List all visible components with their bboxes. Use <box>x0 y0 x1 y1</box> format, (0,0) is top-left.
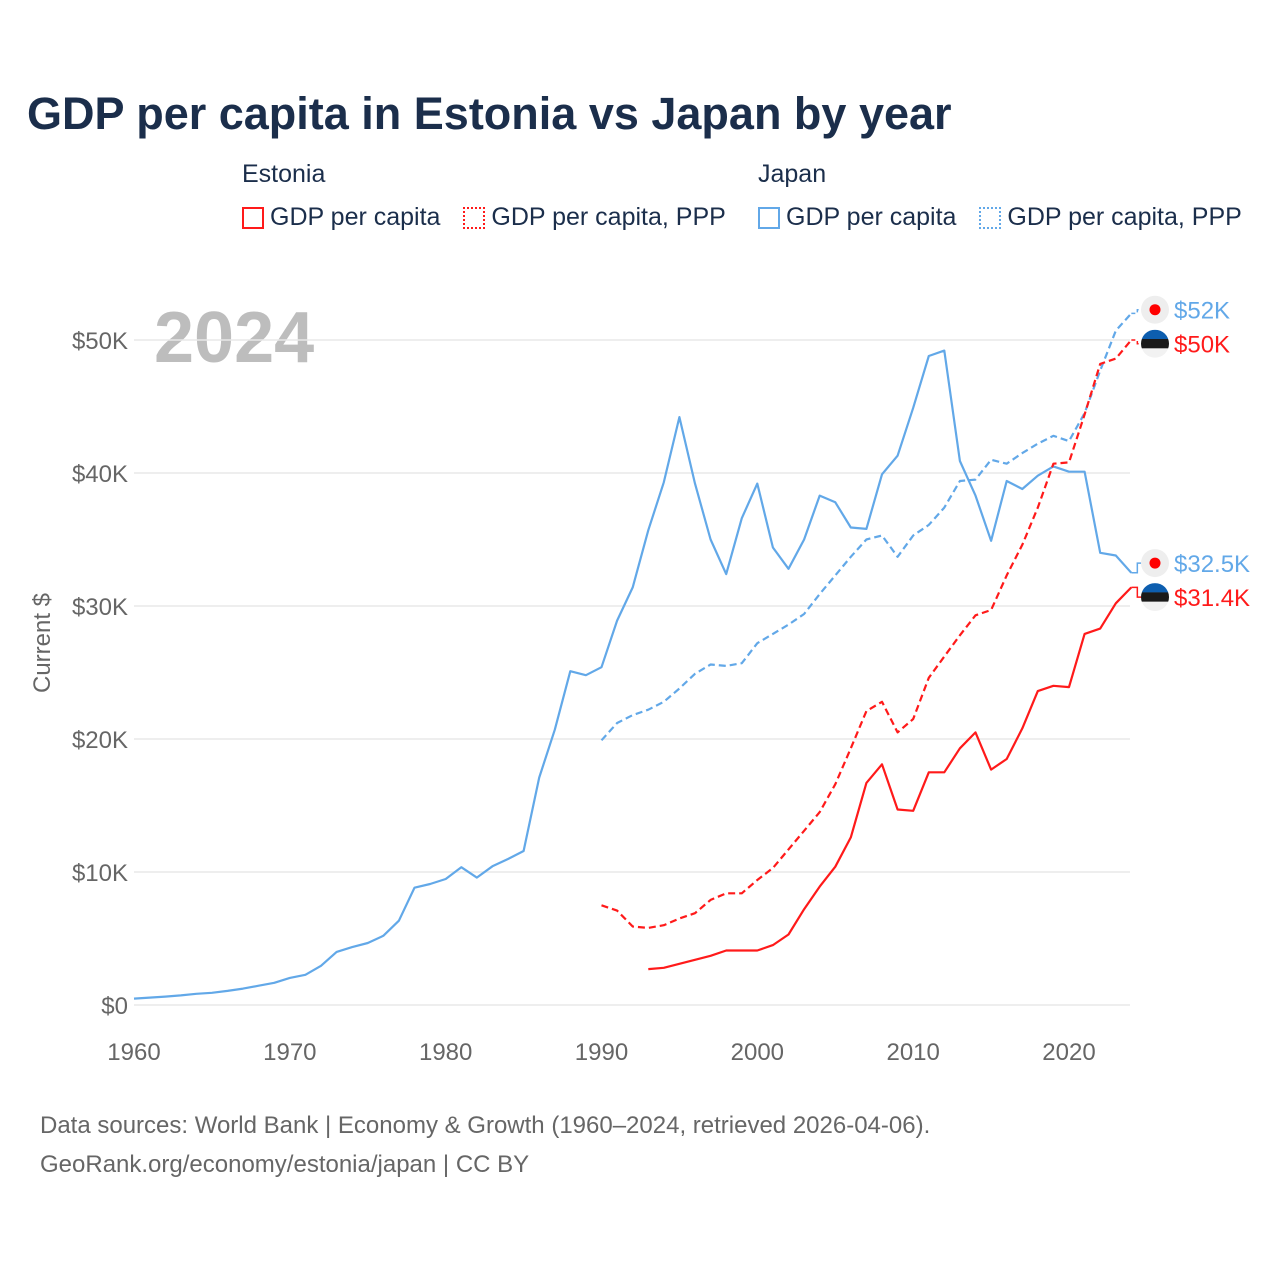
attribution-link[interactable]: GeoRank.org/economy/estonia/japan | CC B… <box>40 1151 530 1178</box>
legend-group-label: Estonia <box>242 160 326 188</box>
x-tick-label: 1980 <box>419 1039 472 1066</box>
series-line-estonia-gdp-per-capita-ppp <box>601 339 1133 930</box>
solid-swatch-icon <box>758 206 780 229</box>
series-line-estonia-gdp-per-capita <box>648 586 1133 971</box>
dotted-swatch-icon <box>463 206 486 229</box>
legend-item-japan-ppp[interactable]: GDP per capita, PPP <box>979 203 1242 232</box>
solid-swatch-icon <box>242 206 264 229</box>
estonia-flag-icon <box>1141 583 1169 612</box>
y-tick-label: $30K <box>72 594 128 621</box>
flag-stripe <box>1141 339 1169 349</box>
end-value-label: $52K <box>1174 298 1230 325</box>
japan-flag-dot <box>1149 557 1161 569</box>
legend-item-japan-gdp[interactable]: GDP per capita <box>758 203 956 232</box>
legend-label: GDP per capita <box>270 203 441 231</box>
end-connector <box>1131 308 1141 315</box>
y-tick-label: $40K <box>72 461 128 488</box>
y-tick-label: $50K <box>72 328 128 355</box>
dotted-swatch-icon <box>979 206 1002 229</box>
y-tick-label: $20K <box>72 727 128 754</box>
legend-group-label: Japan <box>758 160 827 188</box>
legend-item-estonia-gdp[interactable]: GDP per capita <box>242 203 440 232</box>
legend-label: GDP per capita <box>786 203 957 231</box>
x-tick-label: 2000 <box>731 1039 784 1066</box>
legend-group-estonia: Estonia GDP per capita GDP per capita, P… <box>242 160 742 236</box>
legend-label: GDP per capita, PPP <box>1007 203 1242 231</box>
flag-stripe <box>1141 601 1169 612</box>
source-text: Data sources: World Bank | Economy & Gro… <box>40 1112 931 1139</box>
end-connector <box>1131 562 1141 574</box>
x-tick-label: 1970 <box>263 1039 316 1066</box>
end-connector <box>1131 586 1141 598</box>
flag-stripe <box>1141 348 1169 358</box>
end-value-label: $31.4K <box>1174 585 1250 612</box>
chart-title: GDP per capita in Estonia vs Japan by ye… <box>27 88 952 139</box>
x-tick-label: 2010 <box>886 1039 939 1066</box>
flag-stripe <box>1141 583 1169 593</box>
japan-flag-dot <box>1149 304 1161 316</box>
legend-group-japan: Japan GDP per capita GDP per capita, PPP <box>758 160 1242 236</box>
legend-label: GDP per capita, PPP <box>491 203 726 231</box>
year-watermark: 2024 <box>154 298 314 378</box>
legend-item-estonia-ppp[interactable]: GDP per capita, PPP <box>463 203 726 232</box>
x-tick-label: 1960 <box>107 1039 160 1066</box>
end-value-label: $32.5K <box>1174 551 1250 578</box>
footer: Data sources: World Bank | Economy & Gro… <box>40 1106 930 1184</box>
y-tick-label: $0 <box>101 993 128 1020</box>
estonia-flag-icon <box>1141 329 1169 358</box>
y-axis-label: Current $ <box>29 593 56 693</box>
x-tick-label: 1990 <box>575 1039 628 1066</box>
end-value-label: $50K <box>1174 332 1230 359</box>
series-line-japan-gdp-per-capita <box>133 349 1133 1000</box>
flag-stripe <box>1141 592 1169 602</box>
flag-stripe <box>1141 329 1169 340</box>
end-connector <box>1131 339 1141 345</box>
series-line-japan-gdp-per-capita-ppp <box>600 312 1133 742</box>
y-tick-label: $10K <box>72 860 128 887</box>
x-tick-label: 2020 <box>1042 1039 1095 1066</box>
